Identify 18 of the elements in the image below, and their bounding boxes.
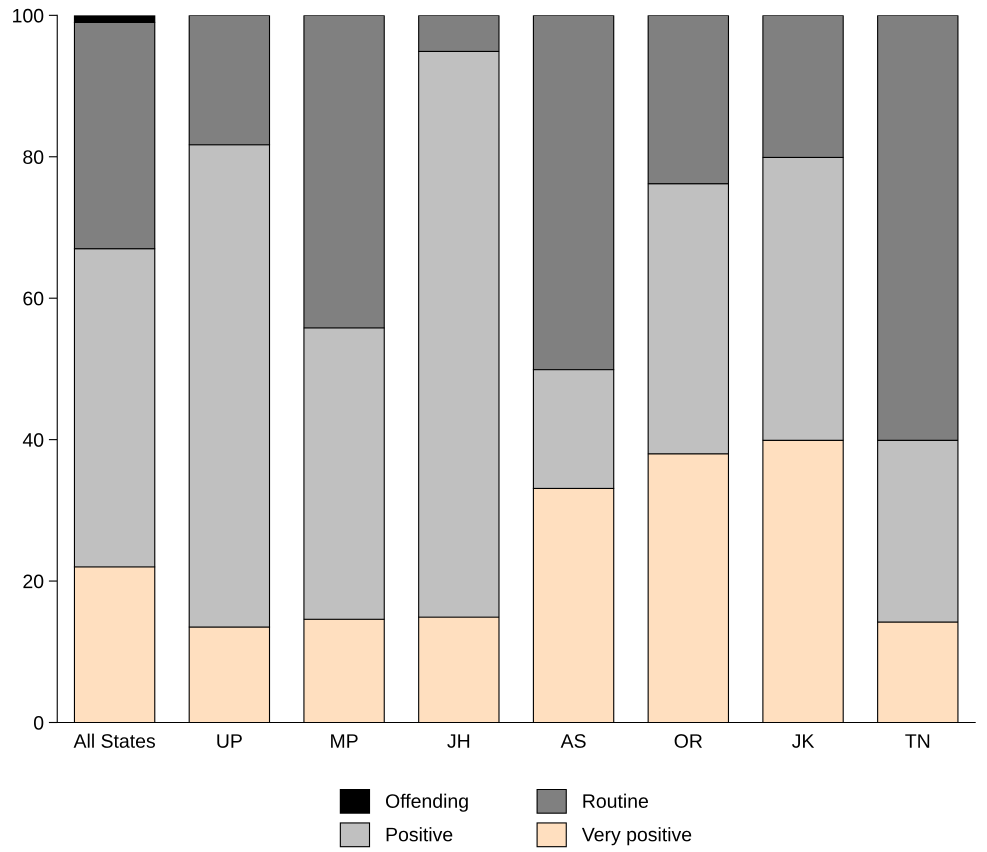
legend-label: Routine	[583, 794, 648, 808]
x-tick-label: UP	[217, 734, 242, 748]
x-tick-label: All States	[74, 734, 155, 748]
y-tick-label: 20	[23, 574, 44, 588]
legend-label: Offending	[386, 794, 468, 812]
legend-label: Positive	[386, 827, 452, 842]
x-tick-label: JK	[792, 734, 814, 748]
x-tick-label: OR	[674, 734, 702, 748]
x-tick-label: MP	[331, 734, 358, 748]
x-tick-label: JH	[447, 734, 470, 748]
x-tick-label: AS	[560, 734, 586, 748]
y-tick-label: 0	[34, 716, 44, 730]
x-tick-label: TN	[905, 734, 930, 748]
y-tick-label: 60	[23, 292, 44, 306]
legend-label: Very positive	[582, 827, 692, 846]
y-tick-label: 40	[22, 433, 44, 447]
y-tick-label: 80	[23, 150, 44, 164]
y-tick-label: 100	[13, 8, 44, 23]
